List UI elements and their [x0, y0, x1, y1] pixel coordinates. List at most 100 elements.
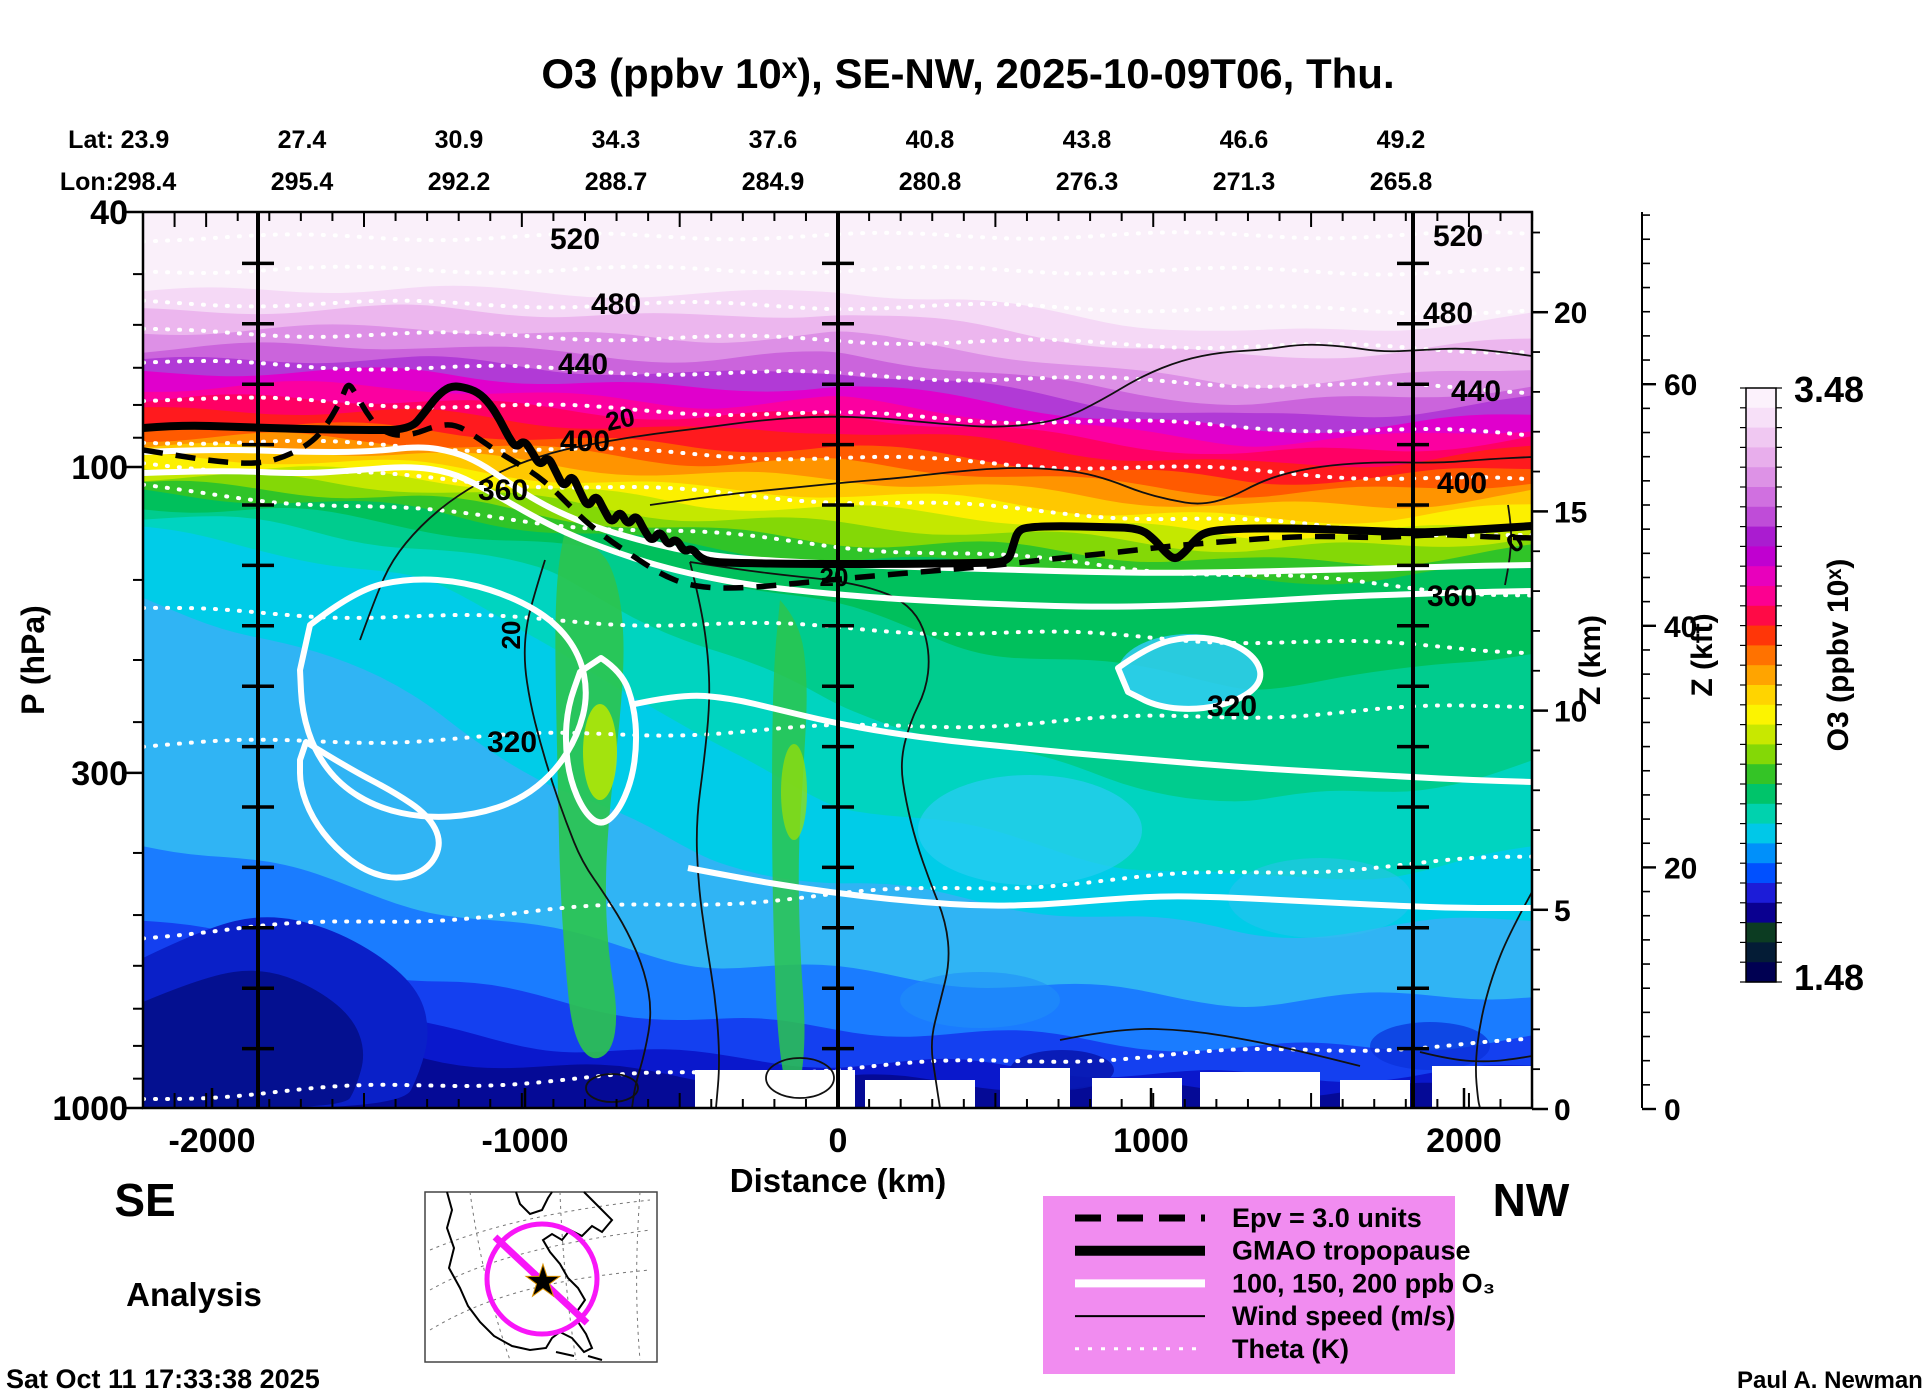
pressure-tick-label: 1000: [52, 1090, 128, 1128]
colorbar: [1740, 387, 1782, 983]
zkm-tick-label: 10: [1554, 696, 1587, 729]
colorbar-segment: [1746, 843, 1776, 864]
theta-label: 440: [558, 348, 608, 381]
nw-endpoint-label: NW: [1493, 1174, 1570, 1226]
colorbar-segment: [1746, 942, 1776, 963]
colorbar-segment: [1746, 863, 1776, 884]
field-patch: [900, 972, 1060, 1028]
zkft-tick-label: 0: [1664, 1094, 1681, 1127]
se-endpoint-label: SE: [114, 1174, 175, 1226]
wind-speed-contour: [1475, 891, 1532, 1108]
field-patch: [1118, 634, 1262, 710]
theta-label: 360: [1427, 580, 1477, 613]
colorbar-frame: [1745, 387, 1777, 983]
lat-value: 30.9: [435, 126, 484, 154]
colorbar-segment: [1746, 962, 1776, 983]
map-transect-circle: [484, 1221, 600, 1337]
analysis-label: Analysis: [126, 1276, 262, 1313]
wind-speed-label: 20: [603, 402, 638, 437]
zkm-tick-label: 15: [1554, 496, 1587, 529]
zkm-tick-label: 20: [1554, 297, 1587, 330]
field-patch: [772, 600, 807, 1098]
pressure-tick-label: 300: [71, 755, 128, 793]
colorbar-segment: [1746, 625, 1776, 646]
epv-contour: [143, 382, 1532, 591]
theta-label: 520: [1433, 220, 1483, 253]
colorbar-segment: [1746, 823, 1776, 844]
colorbar-segment: [1746, 685, 1776, 706]
lat-value: 27.4: [278, 126, 327, 154]
field-patch: [143, 970, 364, 1108]
distance-tick-label: -2000: [169, 1122, 256, 1160]
map-graticule: [469, 1191, 511, 1361]
lat-value: 40.8: [906, 126, 955, 154]
o3-ppb-contour: [143, 444, 1532, 576]
credit: Paul A. Newman (NASA: [1737, 1367, 1926, 1394]
zkft-tick-label: 20: [1664, 852, 1697, 885]
lat-value: 34.3: [592, 126, 641, 154]
surface-cutout: [1092, 1078, 1182, 1108]
map-coastline: [515, 1191, 603, 1361]
map-graticule: [429, 1229, 651, 1291]
map-location-star: ★: [523, 1257, 562, 1306]
timestamp: Sat Oct 11 17:33:38 2025: [6, 1364, 320, 1394]
lon-value: 280.8: [899, 168, 962, 196]
pressure-axis-title: P (hPa): [15, 605, 51, 715]
zkm-tick-label: 0: [1554, 1094, 1571, 1127]
lon-value: 276.3: [1056, 168, 1119, 196]
pressure-tick-label: 40: [90, 194, 128, 232]
wind-speed-label: 20: [496, 621, 526, 650]
legend-item-label: Epv = 3.0 units: [1232, 1203, 1422, 1233]
field-patch: [918, 775, 1142, 885]
wind-speed-contour: [1059, 1028, 1361, 1067]
map-coastline: [445, 1191, 614, 1354]
colorbar-segment: [1746, 388, 1776, 409]
zkm-tick-label: 5: [1554, 895, 1571, 928]
o3-ppb-contour: [143, 464, 1532, 610]
theta-label: 320: [1207, 690, 1257, 723]
field-patch: [781, 744, 807, 840]
lat-value: 37.6: [749, 126, 798, 154]
colorbar-segment: [1746, 724, 1776, 745]
pressure-tick-label: 100: [71, 449, 128, 487]
legend-item-label: 100, 150, 200 ppb O₃: [1232, 1268, 1495, 1298]
axes: 40 100 300 1000 -2000 -1000 0 1000 2000 0 5 10 15 20 0…: [52, 194, 1697, 1160]
theta-label: 400: [560, 425, 610, 458]
surface-cutout: [1432, 1066, 1532, 1108]
colorbar-segment: [1746, 586, 1776, 607]
theta-label: 480: [591, 288, 641, 321]
colorbar-segment: [1746, 704, 1776, 726]
field-patch: [1370, 1022, 1490, 1070]
colorbar-segment: [1746, 447, 1776, 468]
colorbar-segment: [1746, 803, 1776, 825]
field-patch: [583, 704, 617, 800]
wind-speed-contour: [689, 561, 720, 1108]
zkm-axis-title: Z (km): [1574, 615, 1607, 705]
o3-ppb-contour: [687, 865, 1532, 911]
lat-value: 23.9: [121, 126, 170, 154]
colorbar-segment: [1746, 427, 1776, 448]
distance-tick-label: 1000: [1113, 1122, 1189, 1160]
colorbar-segment: [1746, 764, 1776, 785]
lat-row-label: Lat:: [68, 126, 114, 154]
o3-ppb-contour: [629, 692, 1532, 785]
o3-ppb-contour: [562, 655, 640, 826]
page-title: O3 (ppbv 10ˣ), SE-NW, 2025-10-09T06, Thu…: [541, 50, 1394, 97]
wind-speed-contour: [523, 559, 652, 1108]
legend-item-label: GMAO tropopause: [1232, 1236, 1471, 1266]
colorbar-segment: [1746, 902, 1776, 924]
wind-speed-contour: [1419, 1051, 1532, 1063]
colorbar-max: 3.48: [1794, 369, 1864, 410]
colorbar-segment: [1746, 487, 1776, 508]
map-graticule: [429, 1269, 651, 1331]
contour-overlays: 520 480 440 400 360 320 520 480 440 400 360 320 20 20…: [143, 212, 1532, 1108]
theta-label: 360: [478, 474, 528, 507]
gmao-tropopause-line: [143, 382, 1532, 568]
colorbar-segment: [1746, 922, 1776, 943]
o3-ppb-contour: [1115, 634, 1264, 712]
o3-ppb-contour: [297, 739, 442, 881]
lon-value: 284.9: [742, 168, 805, 196]
